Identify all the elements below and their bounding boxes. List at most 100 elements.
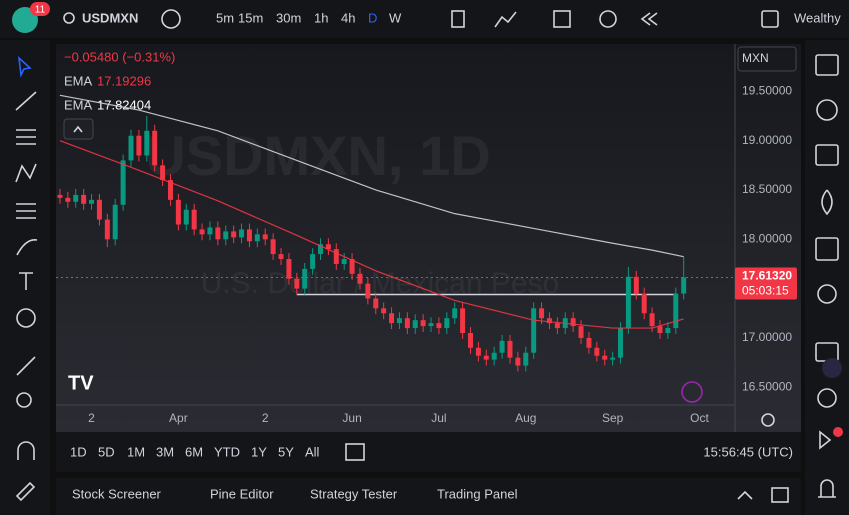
candle-body xyxy=(499,340,505,353)
symbol[interactable]: USDMXN xyxy=(82,10,138,25)
candle-body xyxy=(325,244,331,250)
watchlist[interactable] xyxy=(815,54,839,76)
candle-body xyxy=(468,332,474,348)
range-button[interactable]: 3M xyxy=(156,444,174,459)
range-button[interactable]: All xyxy=(305,444,320,459)
candle-body xyxy=(475,347,481,356)
layouts[interactable] xyxy=(553,10,571,28)
last-price-box xyxy=(735,267,797,300)
hotlists[interactable] xyxy=(821,189,833,216)
fib-tool[interactable] xyxy=(16,129,36,145)
replay[interactable] xyxy=(640,12,658,26)
badge xyxy=(30,2,50,16)
magnet-tool[interactable] xyxy=(17,441,35,460)
pattern-tool[interactable] xyxy=(15,163,37,183)
indicators[interactable] xyxy=(494,11,517,28)
emoji-tool[interactable] xyxy=(16,308,36,328)
legend-value: 17.82404 xyxy=(97,97,151,112)
candle-body xyxy=(246,229,252,242)
interval-active[interactable]: D xyxy=(368,10,377,25)
panel-tab[interactable]: Stock Screener xyxy=(72,486,162,501)
range-button[interactable]: 1D xyxy=(70,444,87,459)
candle-body xyxy=(57,194,63,198)
interval[interactable]: 1h xyxy=(314,10,328,25)
interval[interactable]: 4h xyxy=(341,10,355,25)
projection-tool[interactable] xyxy=(16,203,36,219)
range-button[interactable]: YTD xyxy=(214,444,240,459)
line-tool[interactable] xyxy=(15,91,37,111)
y-tick-label: 19.50000 xyxy=(742,84,792,98)
currency[interactable]: MXN xyxy=(742,51,769,65)
x-tick-label: 2 xyxy=(88,411,95,425)
candle-body xyxy=(112,204,118,240)
search-icon[interactable] xyxy=(63,12,75,24)
candle-body xyxy=(136,135,142,156)
cursor-tool[interactable] xyxy=(17,55,32,78)
interval[interactable]: 30m xyxy=(276,10,301,25)
text-tool[interactable] xyxy=(19,272,33,290)
data-window[interactable] xyxy=(815,144,839,166)
alerts[interactable] xyxy=(816,99,838,121)
candle-body xyxy=(278,254,284,260)
notification-dot xyxy=(833,427,843,437)
candle-body xyxy=(460,308,466,333)
panel-tab[interactable]: Trading Panel xyxy=(437,486,518,501)
y-tick-label: 18.50000 xyxy=(742,182,792,196)
x-tick-label: Oct xyxy=(690,411,709,425)
candle-body xyxy=(128,135,134,161)
add-symbol[interactable] xyxy=(161,9,181,29)
brush-tool[interactable] xyxy=(16,238,38,256)
range-button[interactable]: 1Y xyxy=(251,444,267,459)
collapse-panel[interactable] xyxy=(737,490,753,500)
ideas[interactable] xyxy=(817,284,837,304)
replay-panel[interactable] xyxy=(819,430,832,450)
date-range-icon[interactable] xyxy=(345,443,365,461)
measure-tool[interactable] xyxy=(16,356,36,376)
signals[interactable] xyxy=(817,388,837,408)
range-button[interactable]: 5Y xyxy=(278,444,294,459)
candle-body xyxy=(199,229,205,235)
account[interactable]: Wealthy xyxy=(794,10,841,25)
y-tick-label: 17.00000 xyxy=(742,330,792,344)
maximize-panel[interactable] xyxy=(771,487,789,503)
legend-name: EMA xyxy=(64,97,93,112)
interval[interactable]: 15m xyxy=(238,10,263,25)
settings[interactable] xyxy=(761,413,775,427)
zoom-tool[interactable] xyxy=(16,392,32,408)
panel-tab[interactable]: Strategy Tester xyxy=(310,486,398,501)
interval[interactable]: W xyxy=(389,10,402,25)
currency-box[interactable] xyxy=(737,46,797,72)
calendar[interactable] xyxy=(815,237,839,261)
panel-tab[interactable]: Pine Editor xyxy=(210,486,274,501)
left-toolbar xyxy=(0,40,50,515)
candle-body xyxy=(554,323,560,329)
alert[interactable] xyxy=(599,10,617,28)
candle-body xyxy=(302,268,308,289)
notifications[interactable] xyxy=(818,479,836,498)
candle-body xyxy=(175,199,181,225)
candle-body xyxy=(507,340,513,358)
candle-body xyxy=(602,355,608,360)
ai-assistant[interactable] xyxy=(822,358,842,378)
candle-body xyxy=(152,130,158,166)
range-button[interactable]: 1M xyxy=(127,444,145,459)
candle-body xyxy=(144,130,150,156)
interval[interactable]: 5m xyxy=(216,10,234,25)
candle-body xyxy=(239,229,245,238)
candle-body xyxy=(349,259,355,274)
candle-body xyxy=(515,357,521,366)
range-button[interactable]: 5D xyxy=(98,444,115,459)
candle-body xyxy=(428,323,434,327)
range-button[interactable]: 6M xyxy=(185,444,203,459)
candle-body xyxy=(625,276,631,329)
flash-icon[interactable] xyxy=(681,381,703,403)
account-box[interactable] xyxy=(761,10,779,28)
x-tick-label: 2 xyxy=(262,411,269,425)
collapse-legend[interactable] xyxy=(63,118,94,140)
chart-type[interactable] xyxy=(451,10,465,28)
x-tick-label: Jul xyxy=(431,411,446,425)
range-bar xyxy=(56,432,801,472)
logo[interactable] xyxy=(12,7,38,33)
candle-body xyxy=(96,199,102,220)
lock-tool[interactable] xyxy=(15,481,36,502)
